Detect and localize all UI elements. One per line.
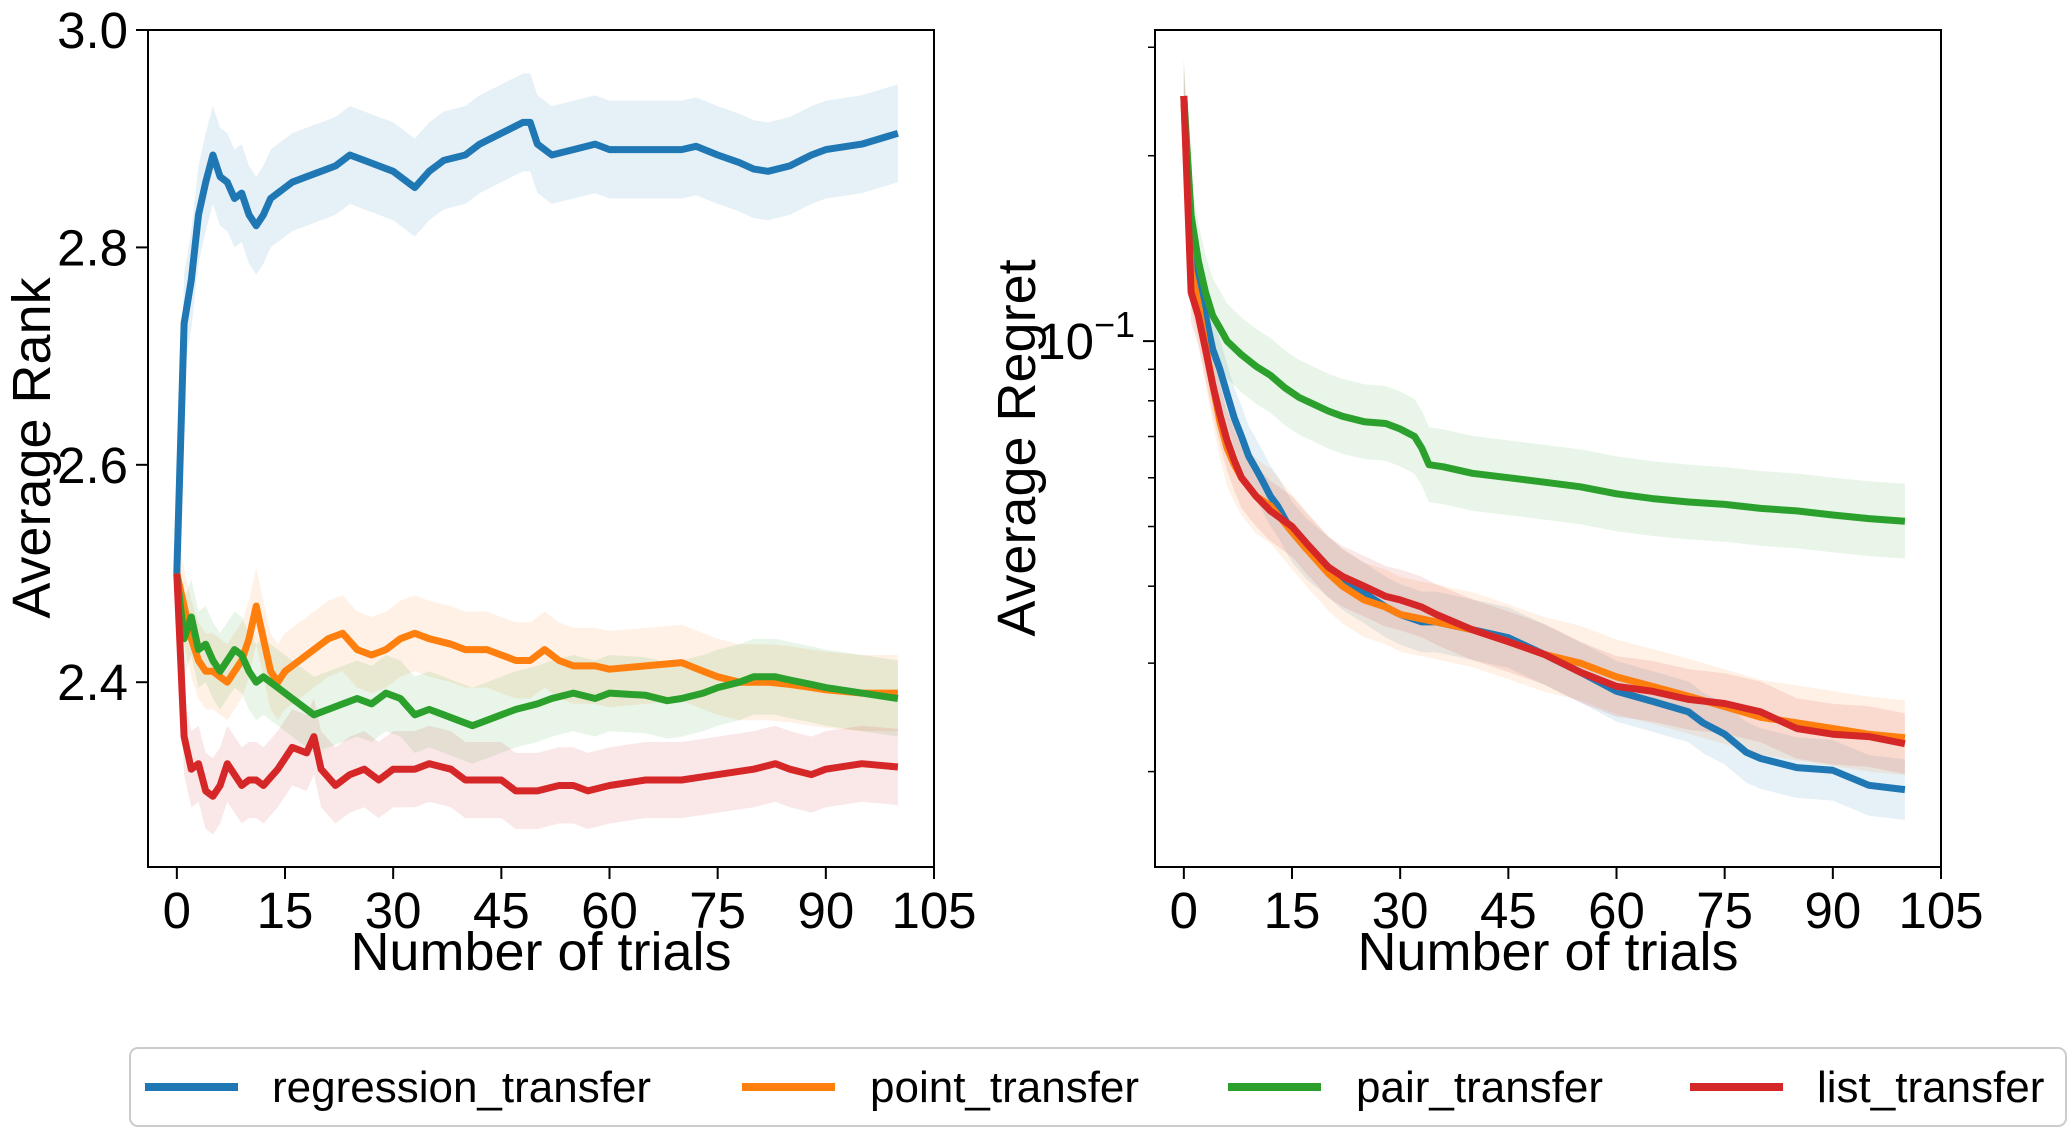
rank-x-tick-label: 75 — [689, 882, 746, 939]
rank-y-tick-label: 2.8 — [57, 219, 128, 276]
rank-band-point — [176, 535, 898, 732]
legend-label-list: list_transfer — [1817, 1063, 2044, 1112]
regret-band-regression — [1183, 65, 1905, 820]
regret-y-ticks: 10−1 — [1037, 46, 1155, 773]
regret-x-ticks: 0 15 30 45 60 75 90 105 — [1170, 867, 1984, 939]
rank-line-list — [173, 573, 899, 800]
legend-label-regression: regression_transfer — [272, 1063, 651, 1112]
rank-x-tick-label: 30 — [365, 882, 422, 939]
rank-x-tick-label: 45 — [473, 882, 530, 939]
regret-lines — [1180, 95, 1906, 794]
rank-lines — [173, 118, 899, 800]
regret-x-axis-label: Number of trials — [1357, 922, 1738, 982]
regret-x-tick-label: 15 — [1264, 882, 1321, 939]
rank-x-tick-label: 60 — [581, 882, 638, 939]
rank-bands — [176, 73, 898, 835]
regret-bands — [1183, 58, 1905, 820]
regret-line-pair — [1180, 95, 1906, 525]
rank-y-axis-label: Average Rank — [2, 276, 62, 618]
regret-band-pair — [1183, 58, 1905, 559]
regret-x-tick-label: 75 — [1696, 882, 1753, 939]
regret-line-list — [1180, 95, 1906, 748]
regret-x-tick-label: 60 — [1588, 882, 1645, 939]
regret-x-tick-label: 0 — [1170, 882, 1198, 939]
rank-y-tick-label: 2.6 — [57, 437, 128, 494]
rank-line-regression — [173, 118, 899, 574]
rank-x-tick-label: 0 — [163, 882, 191, 939]
rank-y-tick-label: 2.4 — [57, 654, 128, 711]
rank-x-tick-label: 15 — [257, 882, 314, 939]
rank-band-pair — [176, 535, 898, 764]
rank-band-list — [176, 535, 898, 835]
regret-x-tick-label: 45 — [1480, 882, 1537, 939]
rank-x-axis-label: Number of trials — [350, 922, 731, 982]
rank-x-tick-label: 90 — [797, 882, 854, 939]
rank-y-ticks: 2.4 2.6 2.8 3.0 — [57, 2, 148, 711]
regret-panel: 0 15 30 45 60 75 90 105 10−1 Number of trials A… — [987, 29, 1984, 982]
regret-x-tick-label: 90 — [1804, 882, 1861, 939]
rank-band-regression — [176, 73, 898, 623]
rank-line-pair — [173, 573, 899, 730]
rank-plot-frame — [147, 29, 935, 868]
rank-line-point — [173, 572, 898, 697]
legend-label-pair: pair_transfer — [1356, 1063, 1603, 1112]
legend: regression_transfer point_transfer pair_… — [129, 1047, 2067, 1127]
rank-x-ticks: 0 15 30 45 60 75 90 105 — [163, 867, 977, 939]
rank-panel: 0 15 30 45 60 75 90 105 2.4 2.6 2.8 3.0 Number of … — [2, 2, 977, 982]
regret-y-axis-label: Average Regret — [987, 259, 1047, 636]
legend-label-point: point_transfer — [870, 1063, 1139, 1112]
rank-x-tick-label: 105 — [891, 882, 976, 939]
rank-y-tick-label: 3.0 — [57, 2, 128, 59]
legend-box — [129, 1047, 2067, 1127]
regret-x-tick-label: 105 — [1898, 882, 1983, 939]
regret-x-tick-label: 30 — [1372, 882, 1429, 939]
regret-y-tick-label: 10−1 — [1037, 304, 1135, 370]
regret-plot-frame — [1154, 29, 1942, 868]
